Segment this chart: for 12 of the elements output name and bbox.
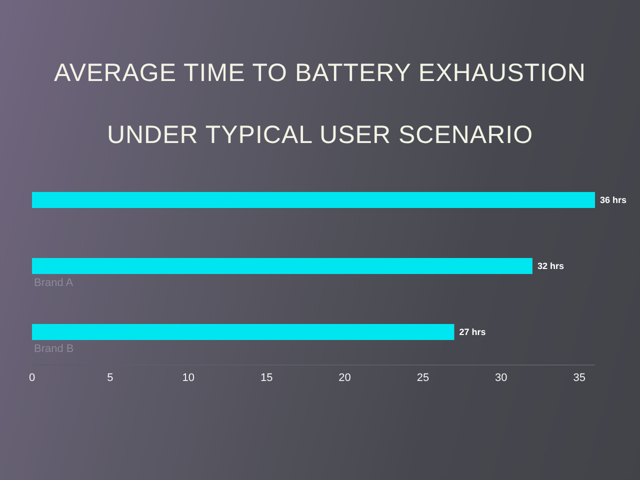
x-tick-label: 20 bbox=[338, 372, 351, 384]
data-label: 27 hrs bbox=[459, 327, 486, 338]
x-tick-label: 35 bbox=[573, 372, 586, 384]
x-tick-label: 30 bbox=[495, 372, 508, 384]
chart-title: AVERAGE TIME TO BATTERY EXHAUSTION UNDER TYPICAL USER SCENARIO bbox=[54, 59, 586, 149]
x-tick-label: 15 bbox=[260, 372, 273, 384]
data-label: 36 hrs bbox=[600, 195, 627, 206]
x-tick-label: 0 bbox=[28, 372, 36, 384]
x-tick-label: 25 bbox=[416, 372, 430, 384]
x-tick-label: 10 bbox=[182, 372, 195, 384]
x-tick-label: 5 bbox=[107, 372, 114, 384]
data-label: 32 hrs bbox=[537, 261, 564, 272]
